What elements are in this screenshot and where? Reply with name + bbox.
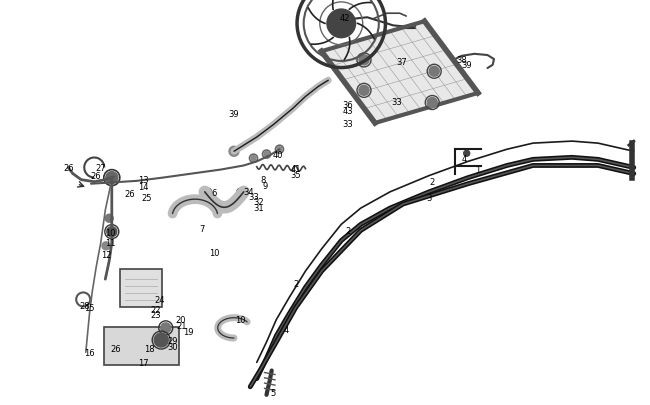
Polygon shape bbox=[321, 22, 478, 124]
Text: 16: 16 bbox=[84, 348, 95, 357]
Text: 29: 29 bbox=[167, 336, 177, 345]
Text: 33: 33 bbox=[248, 193, 259, 202]
Circle shape bbox=[251, 156, 256, 161]
Text: 43: 43 bbox=[343, 107, 353, 116]
Circle shape bbox=[106, 172, 118, 184]
Text: 37: 37 bbox=[396, 58, 407, 66]
Text: 23: 23 bbox=[151, 311, 161, 320]
Text: 4: 4 bbox=[462, 155, 467, 164]
Text: 36: 36 bbox=[343, 101, 353, 110]
Circle shape bbox=[102, 242, 110, 250]
Text: 12: 12 bbox=[101, 251, 111, 260]
Text: 26: 26 bbox=[125, 190, 135, 199]
Text: 18: 18 bbox=[144, 344, 155, 353]
Text: 19: 19 bbox=[183, 328, 194, 337]
Text: 26: 26 bbox=[63, 164, 73, 173]
Text: 35: 35 bbox=[291, 171, 301, 179]
Text: 11: 11 bbox=[105, 239, 116, 247]
Circle shape bbox=[277, 147, 282, 152]
Text: 30: 30 bbox=[167, 342, 177, 351]
Text: 20: 20 bbox=[176, 315, 186, 324]
Text: 33: 33 bbox=[343, 120, 353, 129]
Text: 34: 34 bbox=[244, 188, 254, 196]
Circle shape bbox=[359, 86, 369, 96]
Text: 9: 9 bbox=[263, 182, 268, 191]
Text: 26: 26 bbox=[91, 172, 101, 181]
Text: 38: 38 bbox=[456, 55, 467, 64]
Text: 3: 3 bbox=[426, 194, 432, 203]
Text: 25: 25 bbox=[141, 194, 151, 203]
Text: 22: 22 bbox=[151, 305, 161, 314]
Text: 39: 39 bbox=[229, 110, 239, 119]
Text: 4: 4 bbox=[283, 326, 289, 335]
Text: 33: 33 bbox=[391, 98, 402, 107]
Circle shape bbox=[359, 56, 369, 66]
Text: 27: 27 bbox=[96, 164, 106, 173]
Text: 42: 42 bbox=[339, 14, 350, 23]
Circle shape bbox=[264, 152, 269, 157]
Text: 7: 7 bbox=[199, 224, 204, 233]
Text: 10: 10 bbox=[235, 315, 246, 324]
Text: 15: 15 bbox=[84, 303, 95, 312]
Text: 39: 39 bbox=[462, 61, 472, 70]
Bar bbox=[120, 270, 162, 307]
Text: 8: 8 bbox=[261, 176, 266, 185]
Text: 2: 2 bbox=[345, 226, 350, 235]
Text: 28: 28 bbox=[79, 301, 90, 310]
Text: 1: 1 bbox=[475, 166, 480, 175]
Text: 26: 26 bbox=[111, 344, 121, 353]
Text: 32: 32 bbox=[254, 198, 264, 207]
Circle shape bbox=[327, 10, 356, 38]
Text: 21: 21 bbox=[177, 322, 187, 330]
Circle shape bbox=[154, 333, 168, 347]
Text: 10: 10 bbox=[209, 249, 220, 258]
Bar bbox=[104, 327, 179, 365]
Circle shape bbox=[463, 151, 470, 157]
Text: 2: 2 bbox=[293, 279, 298, 288]
Text: 14: 14 bbox=[138, 183, 148, 192]
Text: 40: 40 bbox=[273, 150, 283, 159]
Text: 5: 5 bbox=[270, 388, 276, 397]
Text: 31: 31 bbox=[254, 204, 264, 213]
Circle shape bbox=[105, 215, 113, 223]
Circle shape bbox=[161, 323, 171, 333]
Circle shape bbox=[107, 227, 117, 237]
Text: 10: 10 bbox=[105, 228, 116, 237]
Circle shape bbox=[429, 67, 439, 77]
Text: 24: 24 bbox=[154, 295, 164, 304]
Text: 17: 17 bbox=[138, 358, 148, 367]
Text: 41: 41 bbox=[291, 165, 301, 174]
Text: 6: 6 bbox=[212, 189, 217, 198]
Circle shape bbox=[229, 147, 239, 157]
Text: 2: 2 bbox=[430, 178, 435, 187]
Text: 13: 13 bbox=[138, 176, 148, 185]
Circle shape bbox=[427, 98, 437, 108]
